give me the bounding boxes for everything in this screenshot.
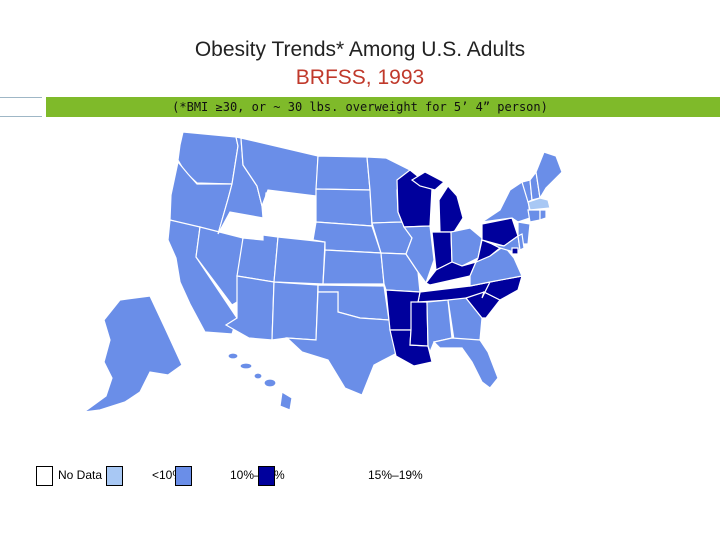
header-bar-accent	[46, 97, 720, 117]
state-ma	[527, 197, 551, 211]
header-bar-gap	[42, 97, 46, 117]
state-co	[273, 236, 326, 285]
state-fl	[432, 337, 499, 389]
legend-label-no-data: No Data	[58, 468, 103, 482]
legend-swatch-10-14	[175, 466, 192, 486]
state-ri	[539, 209, 547, 221]
state-ct	[527, 209, 541, 223]
legend-swatch-lt10	[106, 466, 123, 486]
state-de	[517, 233, 525, 251]
chart-subtitle: BRFSS, 1993	[295, 66, 425, 89]
legend-swatch-no-data	[36, 466, 53, 486]
header-bar-left	[0, 97, 42, 117]
state-ks	[322, 249, 385, 285]
state-ut	[236, 234, 279, 283]
state-dc	[511, 247, 519, 255]
state-nd	[315, 155, 371, 191]
state-mi	[438, 185, 464, 233]
state-ms	[409, 301, 429, 347]
state-ky	[425, 261, 478, 286]
state-ga	[447, 297, 483, 341]
state-il	[402, 225, 435, 285]
state-wy	[262, 192, 316, 241]
state-sc	[464, 291, 501, 319]
state-hi	[227, 352, 293, 411]
state-ak	[83, 295, 183, 413]
state-ny	[481, 181, 531, 223]
state-me	[535, 151, 563, 200]
state-nm	[271, 281, 319, 341]
chart-title: Obesity Trends* Among U.S. Adults	[194, 38, 526, 61]
legend-label-15-19: 15%–19%	[368, 468, 423, 482]
legend-swatch-15-19	[258, 466, 275, 486]
state-sd	[315, 188, 373, 227]
state-nv	[195, 226, 244, 306]
state-tx	[285, 291, 400, 396]
bmi-note: (*BMI ≥30, or ~ 30 lbs. overweight for 5…	[172, 100, 548, 114]
state-mi-upper	[410, 171, 446, 191]
